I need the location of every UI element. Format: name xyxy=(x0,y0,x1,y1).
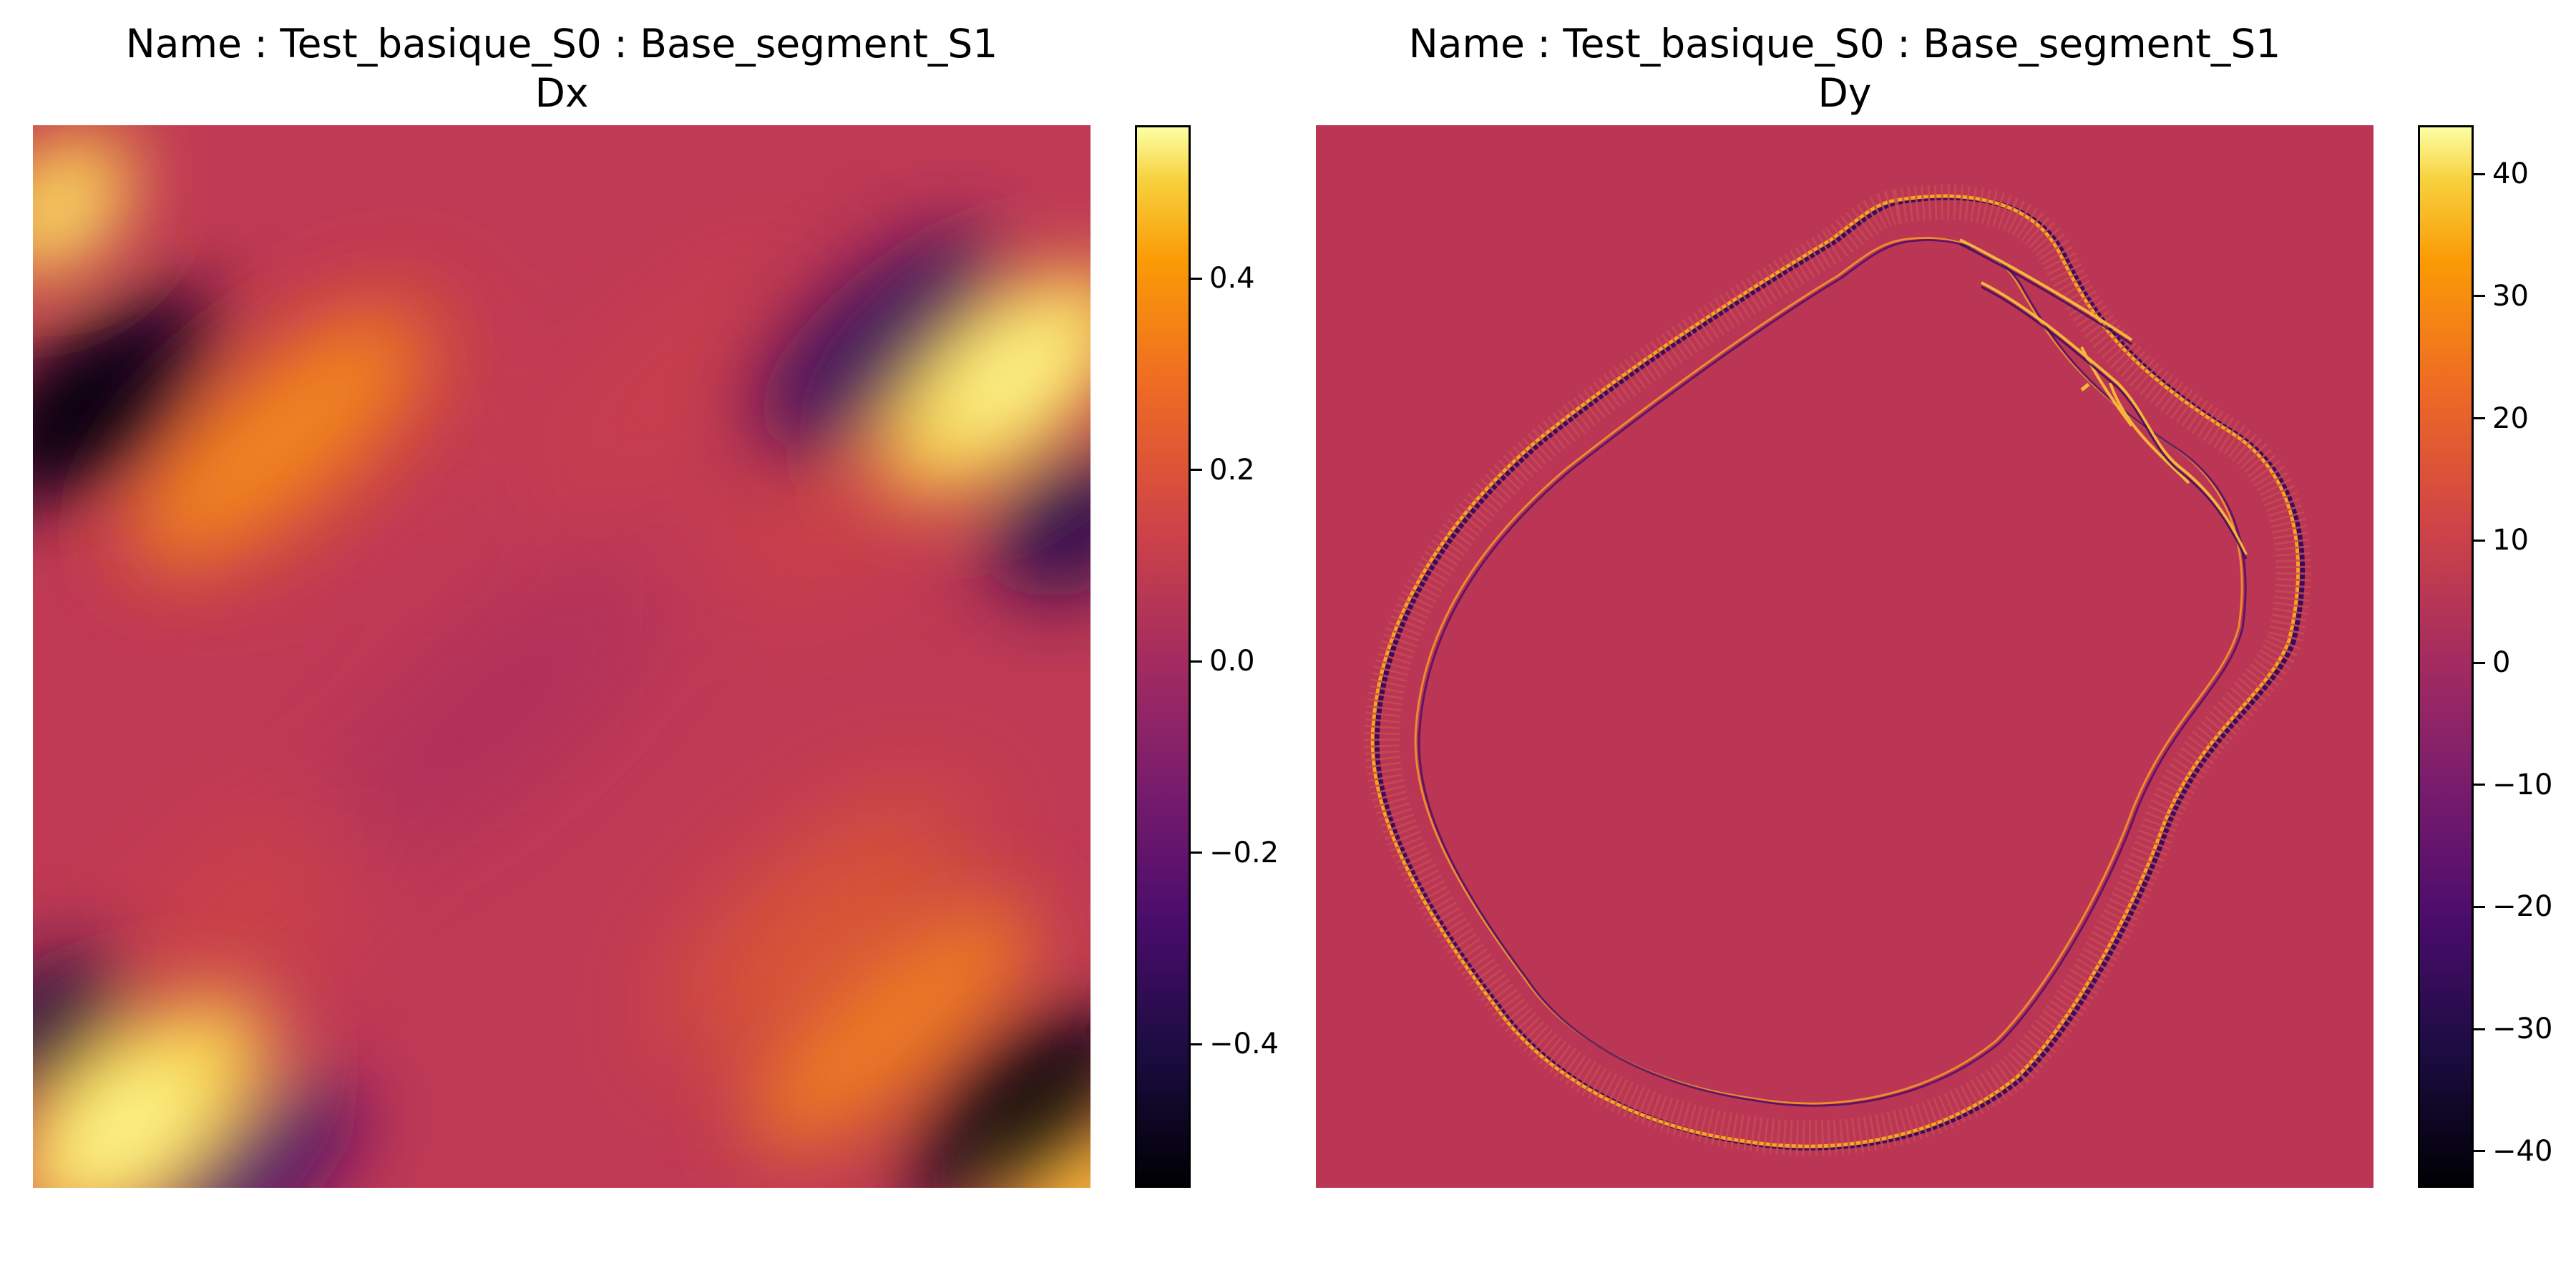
dy-colorbar xyxy=(2418,125,2474,1188)
dx-title: Name : Test_basique_S0 : Base_segment_S1 xyxy=(125,21,998,67)
dy-inner-contour-dark xyxy=(1418,239,2247,1107)
dy-heatmap xyxy=(1316,125,2373,1188)
dx-colorbar-tick-label: 0.4 xyxy=(1209,262,1255,296)
dx-colorbar-tick-label: −0.2 xyxy=(1209,836,1279,869)
dy-colorbar-tick-label: 30 xyxy=(2492,279,2529,313)
dx-colorbar-tick xyxy=(1191,277,1202,280)
dy-colorbar-tick-label: −40 xyxy=(2492,1134,2553,1168)
dy-colorbar-tick xyxy=(2474,905,2485,908)
dy-colorbar-tick-label: 10 xyxy=(2492,524,2529,557)
dy-colorbar-tick-label: 20 xyxy=(2492,401,2529,435)
dy-colorbar-tick xyxy=(2474,1150,2485,1153)
dy-colorbar-tick xyxy=(2474,539,2485,542)
dx-colorbar-tick xyxy=(1191,469,1202,472)
dx-colorbar-tick-label: −0.4 xyxy=(1209,1028,1279,1061)
dx-colorbar-tick-label: 0.0 xyxy=(1209,645,1255,678)
dy-colorbar-tick-label: 40 xyxy=(2492,157,2529,191)
dx-colorbar-tick xyxy=(1191,852,1202,854)
dy-colorbar-tick-label: 0 xyxy=(2492,646,2511,680)
dy-colorbar-tick-label: −20 xyxy=(2492,890,2553,924)
dy-internal-structure xyxy=(1959,238,2248,555)
dy-colorbar-tick xyxy=(2474,784,2485,786)
dx-colorbar-tick xyxy=(1191,1043,1202,1045)
dy-colorbar-tick xyxy=(2474,172,2485,175)
dy-colorbar-tick xyxy=(2474,1028,2485,1030)
dx-colorbar-tick xyxy=(1191,660,1202,663)
dx-subtitle: Dx xyxy=(535,70,589,116)
dx-heatmap xyxy=(33,125,1091,1188)
dy-subtitle: Dy xyxy=(1818,70,1872,116)
dy-colorbar-tick xyxy=(2474,417,2485,420)
dy-colorbar-tick xyxy=(2474,295,2485,298)
dy-colorbar-tick-label: −10 xyxy=(2492,768,2553,801)
dy-colorbar-tick-label: −30 xyxy=(2492,1013,2553,1046)
dy-title: Name : Test_basique_S0 : Base_segment_S1 xyxy=(1408,21,2281,67)
dx-colorbar-tick-label: 0.2 xyxy=(1209,453,1255,487)
dx-colorbar xyxy=(1135,125,1191,1188)
dy-colorbar-tick xyxy=(2474,661,2485,664)
